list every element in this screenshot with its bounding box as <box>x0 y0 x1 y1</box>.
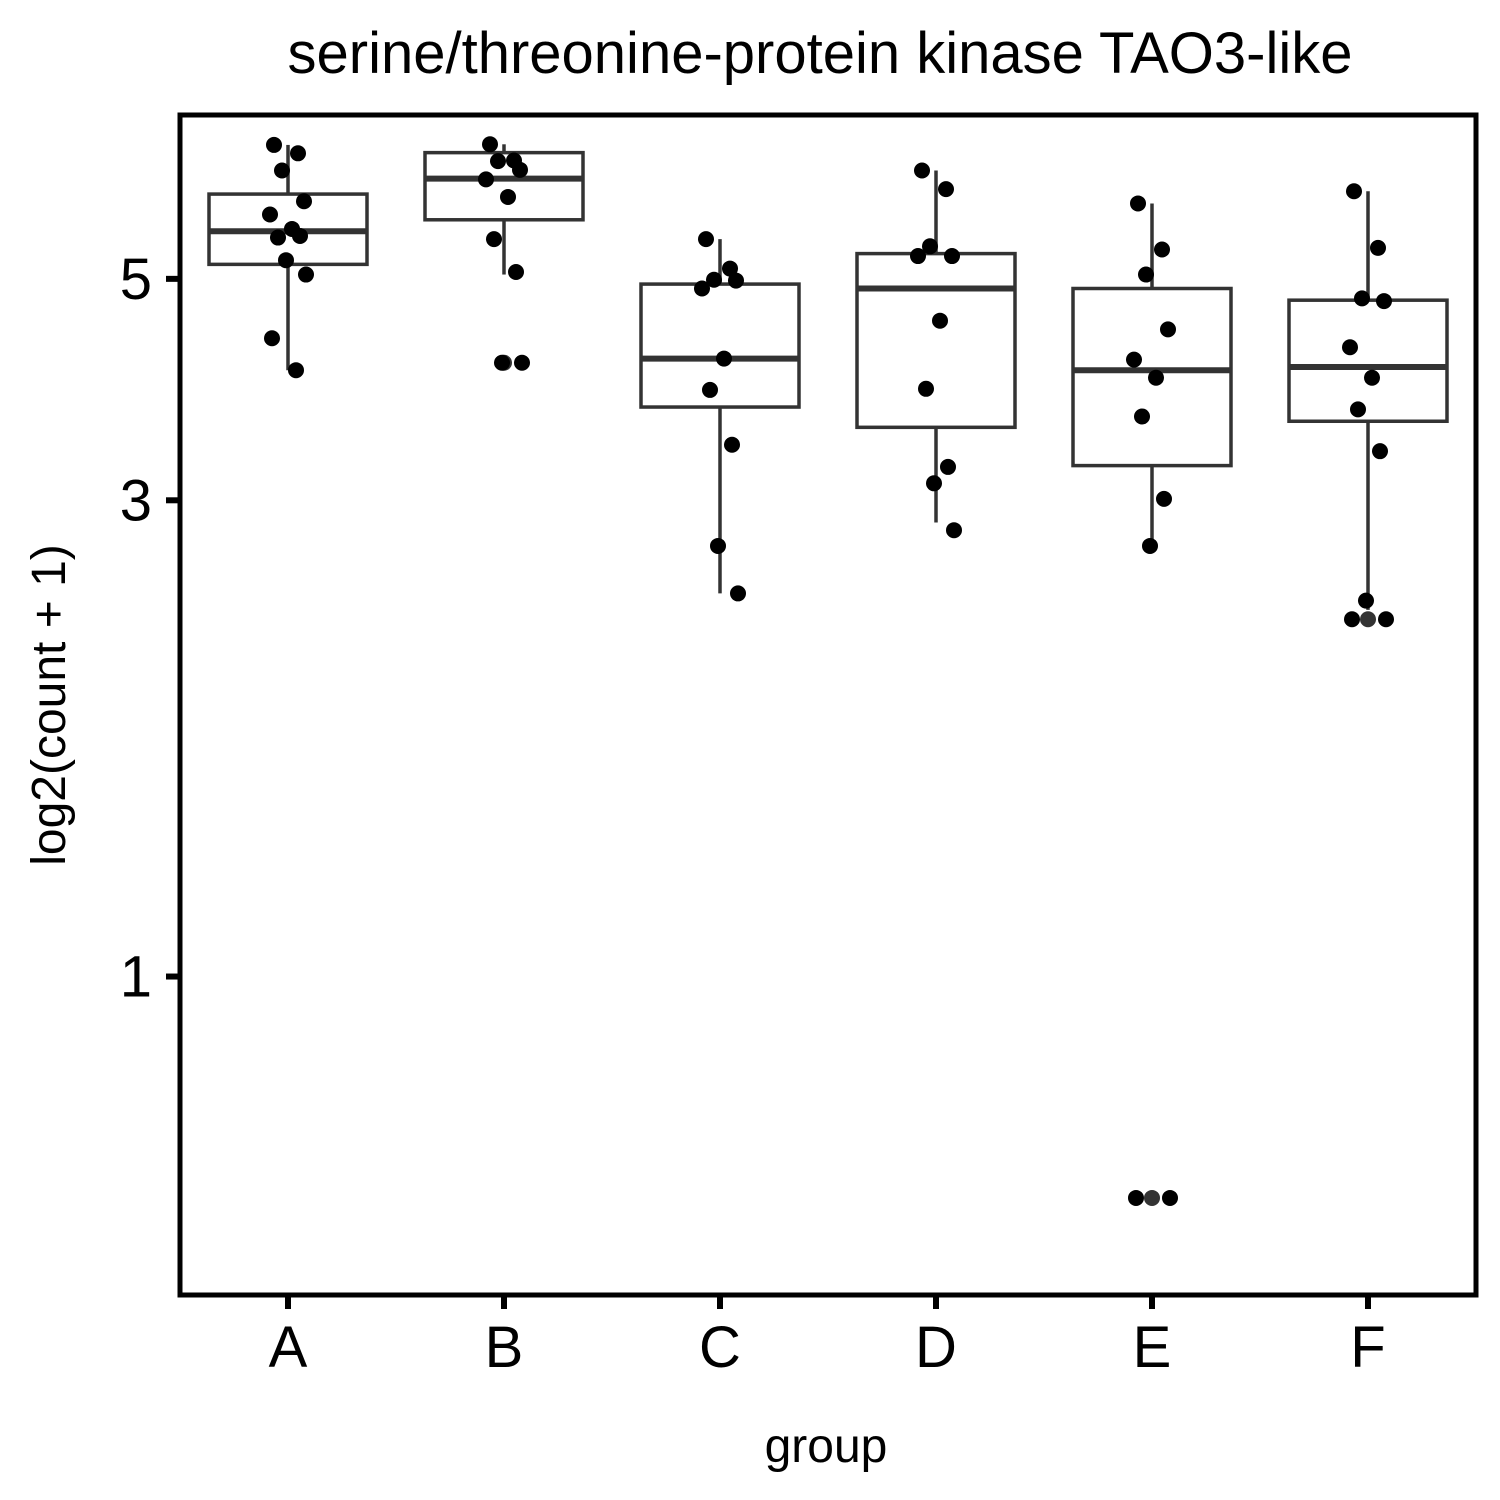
data-point <box>728 272 744 289</box>
data-point <box>1160 321 1176 338</box>
x-tick-label: B <box>485 1315 524 1380</box>
data-point <box>1358 592 1374 609</box>
data-point <box>1370 239 1386 256</box>
box-group-b <box>423 144 585 275</box>
data-point <box>508 263 524 280</box>
iqr-box <box>639 282 801 409</box>
data-point <box>922 238 938 255</box>
data-point <box>1342 339 1358 356</box>
x-tick-label: A <box>269 1315 308 1380</box>
x-tick-label: D <box>915 1315 957 1380</box>
y-tick-label: 1 <box>120 945 152 1010</box>
data-point <box>512 161 528 178</box>
data-point <box>1162 1189 1178 1206</box>
data-point <box>1154 241 1170 258</box>
data-point <box>500 188 516 205</box>
data-point <box>694 280 710 297</box>
data-point <box>702 381 718 398</box>
outlier-point <box>1360 611 1376 628</box>
data-point <box>482 136 498 153</box>
data-point <box>716 350 732 367</box>
x-tick-label: F <box>1350 1315 1385 1380</box>
data-point <box>1128 1189 1144 1206</box>
data-point <box>274 162 290 179</box>
data-point <box>494 354 510 371</box>
data-point <box>932 312 948 329</box>
data-point <box>1130 195 1146 212</box>
data-point <box>270 229 286 246</box>
data-point <box>910 248 926 265</box>
iqr-box <box>423 150 585 222</box>
data-point <box>1344 611 1360 628</box>
data-point <box>724 436 740 453</box>
data-point <box>1142 537 1158 554</box>
data-point <box>1126 351 1142 368</box>
data-point <box>730 585 746 602</box>
data-point <box>288 362 304 379</box>
iqr-box <box>855 251 1017 430</box>
data-point <box>722 260 738 277</box>
data-point <box>490 153 506 170</box>
data-point <box>1138 266 1154 283</box>
x-axis-title: group <box>765 1420 888 1473</box>
data-point <box>926 475 942 492</box>
chart-title: serine/threonine-protein kinase TAO3-lik… <box>288 21 1353 86</box>
data-point <box>1350 401 1366 418</box>
data-point <box>914 162 930 179</box>
data-point <box>918 380 934 397</box>
data-point <box>1134 408 1150 425</box>
data-point <box>710 537 726 554</box>
axes: A B C D E F 1 3 5 <box>120 247 1386 1380</box>
box-group-d <box>855 170 1017 523</box>
plot-frame <box>177 112 1479 1298</box>
data-point <box>296 193 312 210</box>
data-point <box>266 136 282 153</box>
data-point <box>1354 290 1370 307</box>
iqr-box <box>1287 298 1449 424</box>
y-tick-label: 5 <box>120 247 152 312</box>
plot-area <box>207 136 1449 1206</box>
data-point <box>1156 490 1172 507</box>
data-point <box>938 181 954 198</box>
x-tick-label: C <box>699 1315 741 1380</box>
data-point <box>940 458 956 475</box>
data-point <box>698 231 714 248</box>
data-point <box>278 252 294 269</box>
data-point <box>944 248 960 265</box>
data-point <box>514 354 530 371</box>
data-point <box>1346 183 1362 200</box>
data-point <box>478 171 494 188</box>
data-point <box>1376 293 1392 310</box>
data-point <box>706 271 722 288</box>
y-tick-label: 3 <box>120 468 152 533</box>
data-point <box>486 231 502 248</box>
box-group-f <box>1287 191 1449 610</box>
data-point <box>290 145 306 162</box>
data-point <box>298 266 314 283</box>
data-point <box>262 206 278 223</box>
data-point <box>1364 369 1380 386</box>
data-point <box>292 227 308 244</box>
data-point <box>1148 369 1164 386</box>
data-point <box>1378 611 1394 628</box>
data-point <box>264 330 280 347</box>
data-point <box>1372 443 1388 460</box>
x-tick-label: E <box>1133 1315 1172 1380</box>
y-axis-title: log2(count + 1) <box>23 544 76 866</box>
data-point <box>946 522 962 539</box>
outlier-point <box>1144 1189 1160 1206</box>
